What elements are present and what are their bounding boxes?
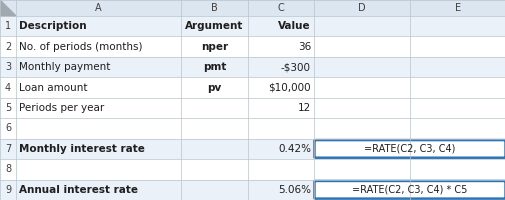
Text: pmt: pmt (203, 62, 226, 72)
Bar (0, 77, 505, 98)
Text: -$300: -$300 (280, 62, 311, 72)
Text: Annual interest rate: Annual interest rate (19, 185, 138, 195)
Text: No. of periods (months): No. of periods (months) (19, 42, 142, 52)
Bar (0, 180, 505, 200)
Text: 5.06%: 5.06% (277, 185, 311, 195)
Text: Monthly interest rate: Monthly interest rate (19, 144, 144, 154)
Text: 3: 3 (5, 62, 11, 72)
Bar (0, 36, 505, 57)
Text: Description: Description (19, 21, 86, 31)
Text: 8: 8 (5, 164, 11, 174)
Text: C: C (277, 3, 284, 13)
Text: 2: 2 (5, 42, 11, 52)
Bar (0, 0, 505, 16)
FancyBboxPatch shape (314, 181, 504, 199)
Bar (0, 98, 505, 118)
Text: Monthly payment: Monthly payment (19, 62, 110, 72)
Bar (0, 118, 505, 139)
Text: nper: nper (200, 42, 228, 52)
Text: 0.42%: 0.42% (277, 144, 311, 154)
Text: 6: 6 (5, 123, 11, 133)
Text: Periods per year: Periods per year (19, 103, 104, 113)
Text: 9: 9 (5, 185, 11, 195)
Text: D: D (358, 3, 365, 13)
Text: 1: 1 (5, 21, 11, 31)
Text: pv: pv (207, 83, 221, 93)
Text: $10,000: $10,000 (268, 83, 311, 93)
Text: 7: 7 (5, 144, 11, 154)
Text: 5: 5 (5, 103, 11, 113)
Text: Argument: Argument (185, 21, 243, 31)
Text: E: E (454, 3, 460, 13)
Text: 4: 4 (5, 83, 11, 93)
Polygon shape (0, 0, 16, 16)
Bar (0, 159, 505, 180)
Text: Loan amount: Loan amount (19, 83, 87, 93)
Text: 36: 36 (297, 42, 311, 52)
Text: B: B (211, 3, 218, 13)
Text: =RATE(C2, C3, C4) * C5: =RATE(C2, C3, C4) * C5 (351, 185, 467, 195)
Bar (0, 57, 505, 77)
Bar (0, 139, 505, 159)
Text: 12: 12 (297, 103, 311, 113)
FancyBboxPatch shape (314, 140, 504, 158)
Text: =RATE(C2, C3, C4): =RATE(C2, C3, C4) (364, 144, 455, 154)
Bar (0, 16, 505, 36)
Text: A: A (95, 3, 102, 13)
Text: Value: Value (278, 21, 311, 31)
